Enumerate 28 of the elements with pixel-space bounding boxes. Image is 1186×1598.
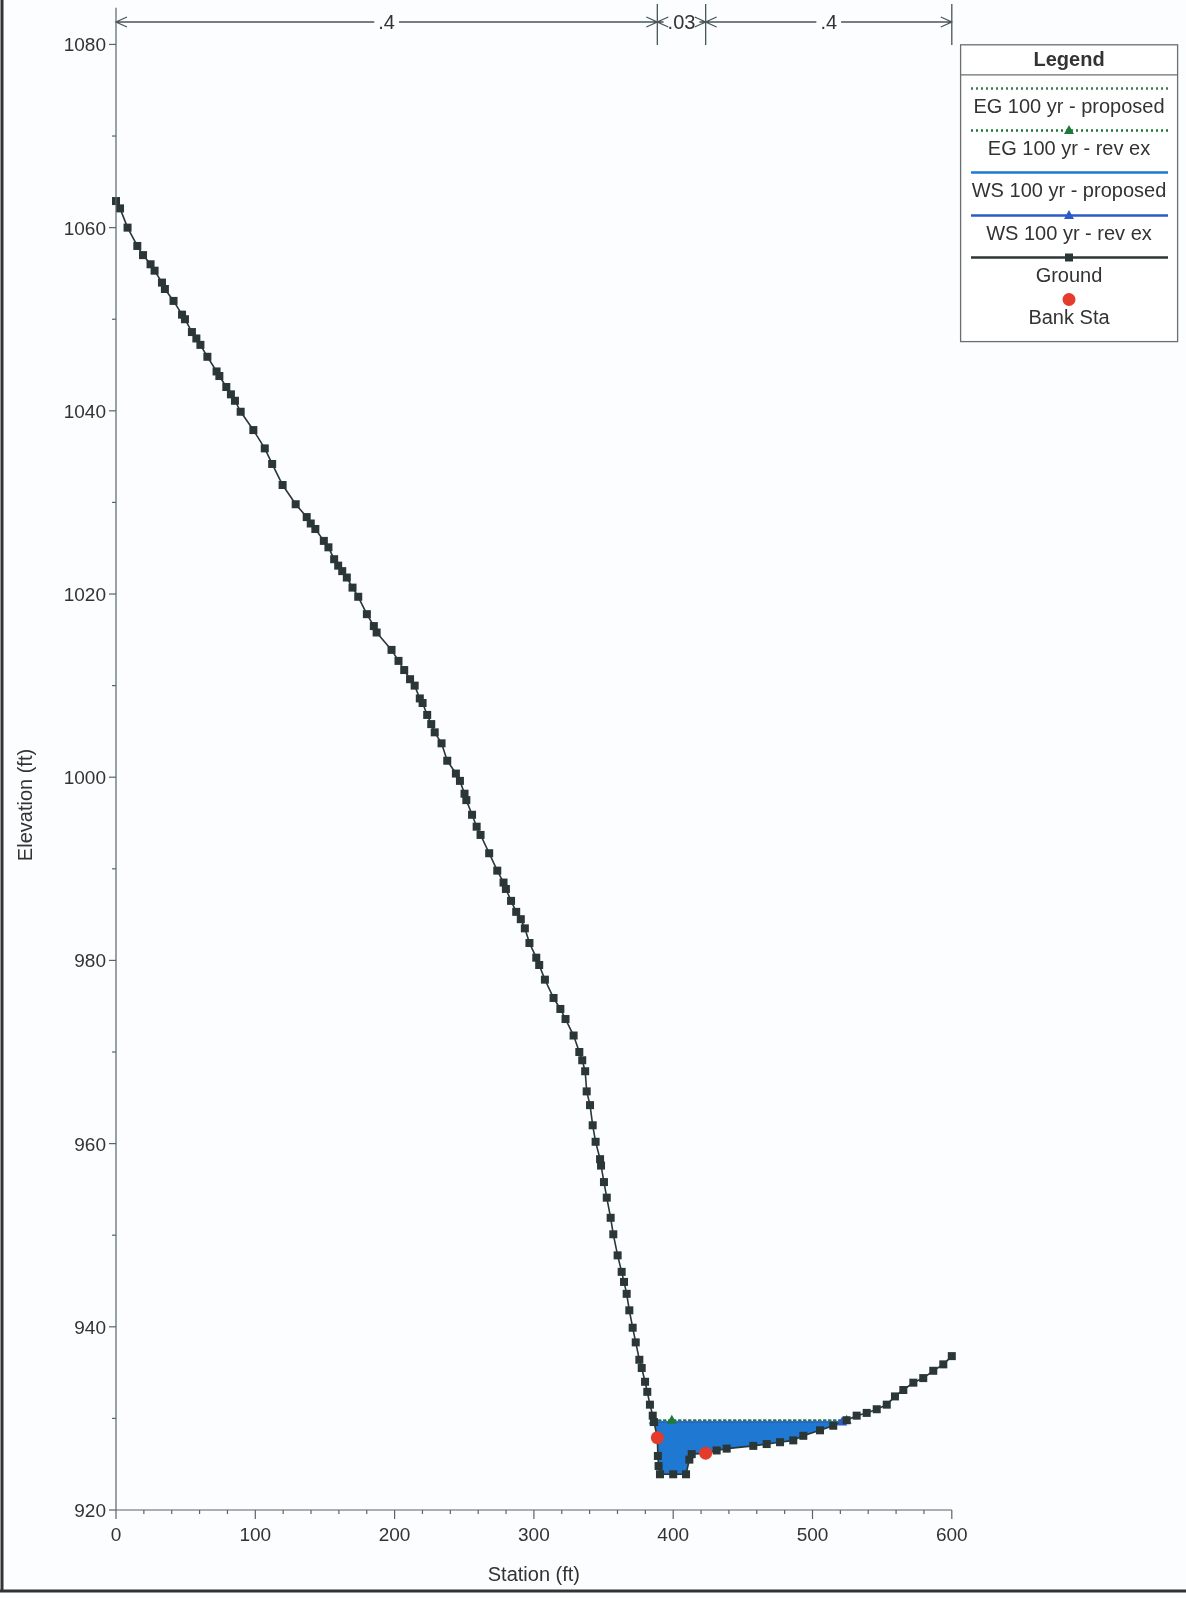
y-tick-label: 960 [74,1133,106,1155]
x-axis-title: Station (ft) [487,1563,581,1585]
legend-label: WS 100 yr - proposed [971,178,1167,201]
y-tick-label: 920 [74,1500,106,1521]
y-tick-label: 1060 [63,217,106,239]
y-tick-label: 1040 [63,400,106,422]
y-axis-title: Elevation (ft) [14,748,36,862]
y-tick-label: 1080 [63,34,106,56]
x-tick-label: 0 [110,1524,122,1545]
annotation: .4 [820,11,838,33]
legend-title: Legend [1033,47,1105,70]
y-tick-label: 1000 [63,767,106,789]
y-tick-label: 1020 [63,584,106,606]
x-tick-label: 500 [796,1524,829,1545]
x-tick-label: 600 [935,1524,968,1545]
x-tick-label: 300 [518,1524,550,1545]
legend-label: EG 100 yr - rev ex [987,136,1151,159]
legend-label: Ground [1035,263,1103,286]
legend-label: WS 100 yr - rev ex [986,221,1152,244]
y-tick-label: 980 [74,950,106,972]
y-tick-label: 940 [74,1316,106,1338]
annotation: .4 [378,11,395,33]
legend-label: EG 100 yr - proposed [973,94,1165,117]
annotation: .03 [667,11,696,33]
x-tick-label: 200 [378,1524,411,1545]
x-tick-label: 400 [657,1524,690,1545]
x-tick-label: 100 [239,1524,272,1545]
legend-label: Bank Sta [1028,305,1111,328]
